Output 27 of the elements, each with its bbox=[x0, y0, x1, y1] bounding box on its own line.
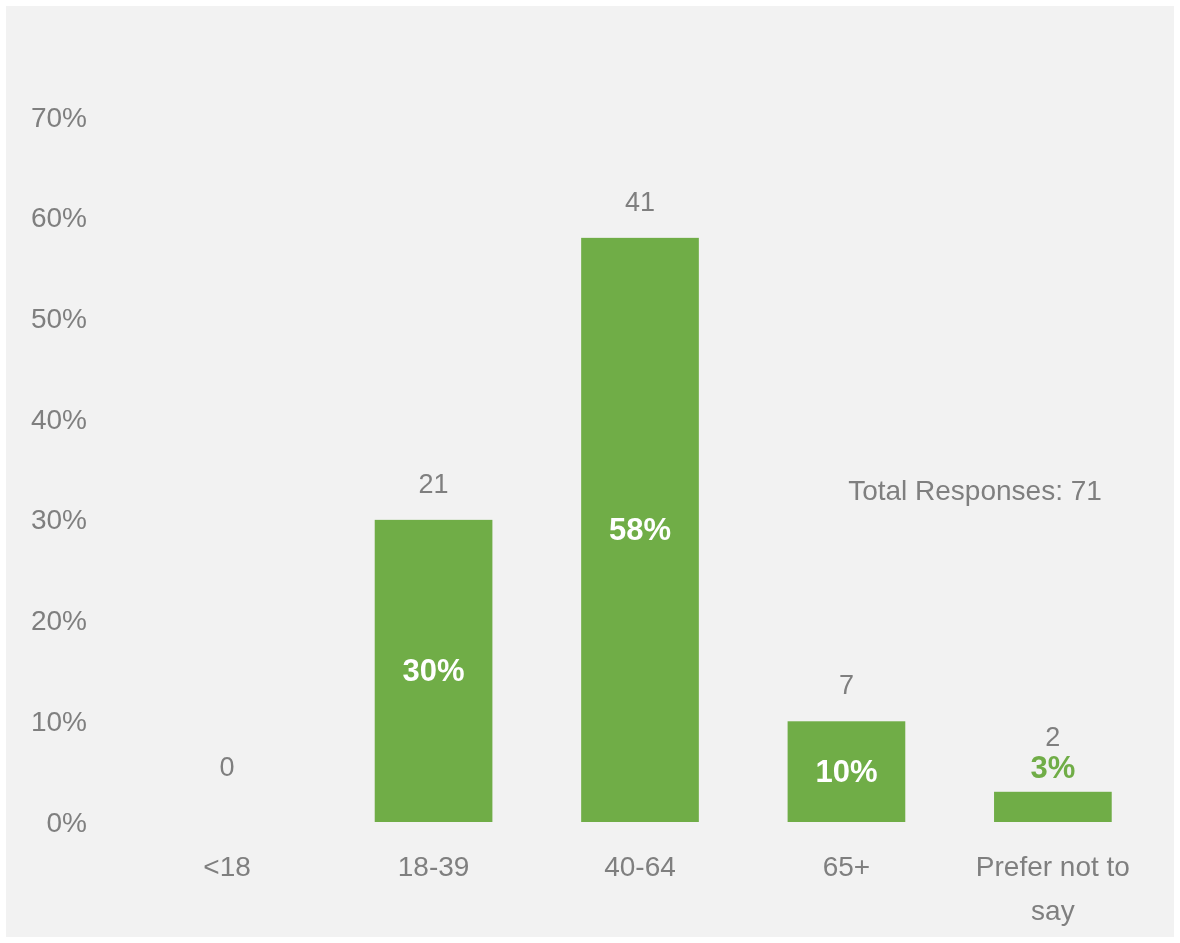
annotation: Total Responses: 71 bbox=[848, 474, 1102, 506]
y-tick-label: 10% bbox=[30, 705, 87, 737]
x-tick-label: Prefer not to say bbox=[975, 850, 1130, 926]
y-tick-label: 70% bbox=[30, 101, 87, 133]
x-tick-label: <18 bbox=[203, 850, 251, 882]
annotation: 21 bbox=[418, 468, 449, 499]
y-tick-label: 50% bbox=[30, 302, 87, 334]
annotation: 0 bbox=[219, 752, 235, 782]
data-label: 3% bbox=[1030, 749, 1076, 785]
data-label: 30% bbox=[402, 653, 465, 689]
annotation: 7 bbox=[838, 670, 854, 701]
x-tick-label: 65+ bbox=[822, 850, 871, 882]
y-tick-label: 20% bbox=[30, 605, 87, 637]
y-tick-label: 40% bbox=[30, 403, 87, 435]
bar bbox=[787, 721, 906, 822]
x-tick-label: 40-64 bbox=[604, 850, 676, 882]
y-tick-label: 0% bbox=[46, 806, 87, 838]
y-tick-label: 30% bbox=[30, 504, 87, 536]
bar bbox=[374, 519, 493, 822]
annotation: 41 bbox=[624, 186, 656, 217]
annotation: 2 bbox=[1045, 721, 1061, 752]
x-tick-label: 18-39 bbox=[397, 850, 470, 882]
y-tick-label: 60% bbox=[30, 202, 87, 234]
bar bbox=[994, 791, 1112, 822]
bar bbox=[581, 237, 699, 822]
data-label: 58% bbox=[608, 512, 672, 548]
data-label: 10% bbox=[815, 754, 878, 790]
